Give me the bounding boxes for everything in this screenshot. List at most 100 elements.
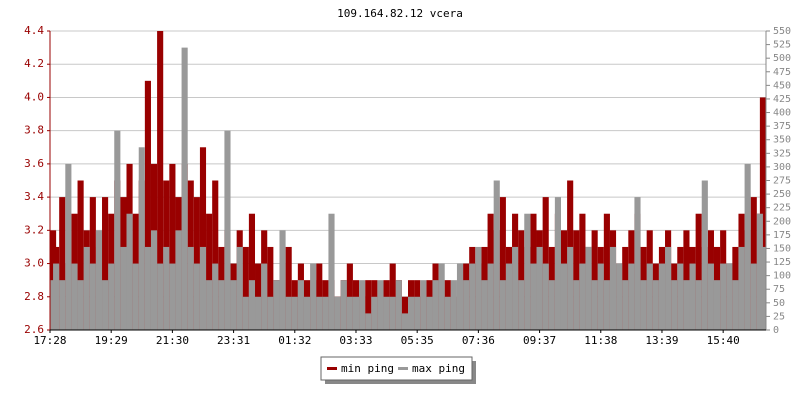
bar <box>53 263 60 330</box>
bar <box>59 280 66 330</box>
bar <box>408 296 415 330</box>
bar <box>371 296 378 330</box>
bar <box>248 280 256 330</box>
bar <box>206 213 213 330</box>
bar <box>267 246 274 330</box>
bar <box>591 280 598 330</box>
bar <box>242 246 249 330</box>
y2-tick-label: 25 <box>773 311 785 322</box>
y-tick-label: 3.2 <box>24 223 44 236</box>
bar <box>695 213 702 330</box>
bar <box>255 296 262 330</box>
bar <box>65 163 72 330</box>
bar <box>248 213 256 330</box>
bar <box>658 263 666 330</box>
bar <box>463 280 470 330</box>
bar <box>236 246 243 330</box>
bar <box>493 180 500 330</box>
x-tick-label: 09:37 <box>523 334 556 347</box>
y-tick-label: 2.8 <box>24 290 44 303</box>
bar <box>652 280 659 330</box>
bar <box>756 213 763 330</box>
bar <box>738 246 745 330</box>
bar <box>395 280 402 330</box>
bar <box>59 197 66 330</box>
bar <box>267 296 274 330</box>
bar <box>340 280 347 330</box>
bar <box>567 246 574 330</box>
bar <box>401 313 408 330</box>
bar <box>420 280 427 330</box>
bar <box>530 263 537 330</box>
y2-tick-label: 350 <box>773 135 791 146</box>
bar <box>346 296 353 330</box>
bar <box>665 246 672 330</box>
y2-tick-label: 450 <box>773 80 791 91</box>
bar <box>579 263 586 330</box>
bar <box>303 296 311 330</box>
y2-tick-label: 0 <box>773 325 779 336</box>
bar <box>157 31 164 330</box>
bar <box>83 246 90 330</box>
bar <box>634 197 641 330</box>
y-tick-label: 3.6 <box>24 157 44 170</box>
bar <box>310 263 317 330</box>
bar <box>414 296 421 330</box>
bar <box>114 130 121 330</box>
bar <box>279 230 286 330</box>
y2-tick-label: 275 <box>773 176 791 187</box>
bar <box>285 296 292 330</box>
x-tick-label: 21:30 <box>156 334 189 347</box>
bar <box>438 263 445 330</box>
bar <box>108 263 115 330</box>
bar <box>359 280 366 330</box>
bar <box>695 280 702 330</box>
bar <box>603 280 610 330</box>
x-tick-label: 01:32 <box>278 334 311 347</box>
bar <box>677 263 684 330</box>
x-tick-label: 17:28 <box>33 334 66 347</box>
bar <box>144 80 151 330</box>
bar <box>187 246 194 330</box>
y2-tick-label: 400 <box>773 108 791 119</box>
bar <box>701 180 708 330</box>
chart-title: 109.164.82.12 vcera <box>337 7 463 20</box>
bar <box>707 263 714 330</box>
bar <box>573 280 580 330</box>
bar <box>95 230 103 330</box>
bar <box>242 296 249 330</box>
bar <box>720 263 727 330</box>
y2-tick-label: 100 <box>773 271 791 282</box>
bar <box>744 163 751 330</box>
bar <box>444 296 451 330</box>
bar <box>469 263 476 330</box>
bar <box>750 263 757 330</box>
bar <box>512 246 519 330</box>
bar <box>352 296 360 330</box>
bar <box>199 246 207 330</box>
bar <box>334 296 341 330</box>
bar <box>77 180 84 330</box>
bar <box>475 246 482 330</box>
y-tick-label: 4.0 <box>24 90 44 103</box>
bar <box>671 280 678 330</box>
bar <box>261 263 268 330</box>
bar <box>169 263 176 330</box>
x-tick-label: 05:35 <box>401 334 434 347</box>
bar <box>218 280 225 330</box>
bar <box>77 280 84 330</box>
y2-tick-label: 325 <box>773 148 791 159</box>
bar <box>759 97 766 330</box>
bar <box>616 263 623 330</box>
bar <box>120 246 127 330</box>
bar <box>487 263 494 330</box>
bar <box>297 280 304 330</box>
bar <box>365 280 372 330</box>
bar <box>150 230 158 330</box>
bar <box>199 147 207 330</box>
bar <box>273 280 280 330</box>
y2-tick-label: 375 <box>773 121 791 132</box>
bar <box>426 296 433 330</box>
bar <box>456 263 464 330</box>
